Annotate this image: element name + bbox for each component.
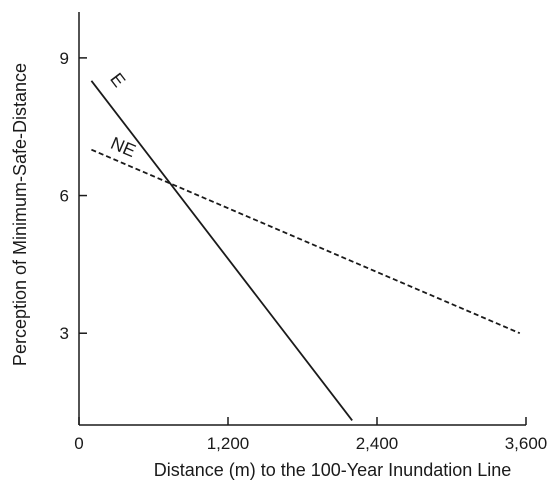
- x-tick-label: 3,600: [505, 434, 548, 453]
- x-ticks: 0 1,200 2,400 3,600: [74, 417, 547, 453]
- series-line-e: [90, 80, 353, 421]
- y-tick-label: 9: [60, 49, 69, 68]
- x-tick-label: 0: [74, 434, 83, 453]
- y-tick-label: 3: [60, 324, 69, 343]
- series-layer: ENE: [90, 69, 521, 421]
- x-tick-label: 1,200: [207, 434, 250, 453]
- y-axis-label: Perception of Minimum-Safe-Distance: [10, 63, 30, 366]
- y-ticks: 3 6 9: [60, 49, 87, 343]
- x-tick-label: 2,400: [356, 434, 399, 453]
- x-axis-label: Distance (m) to the 100-Year Inundation …: [154, 460, 512, 480]
- axes: [78, 12, 526, 426]
- y-tick-label: 6: [60, 187, 69, 206]
- series-label-e: E: [106, 69, 129, 91]
- series-line-ne: [91, 148, 521, 335]
